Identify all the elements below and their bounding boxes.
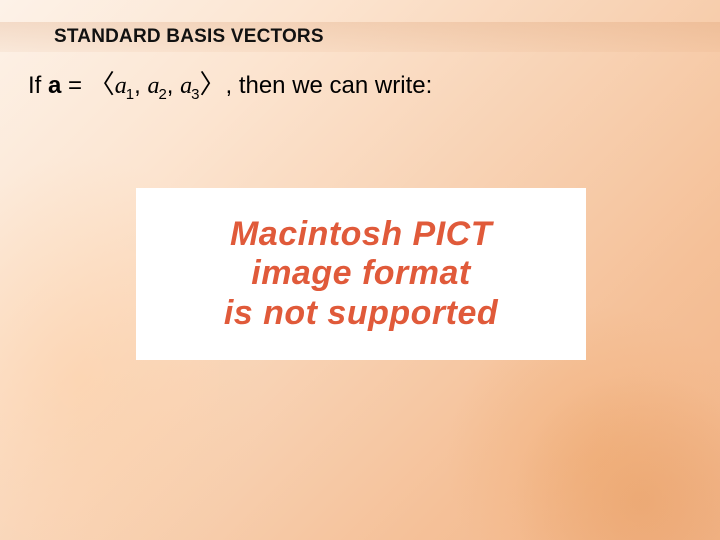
component-1-sub: 1 [126,86,134,103]
comp-separator-1: , [134,72,147,99]
angle-bracket-close: 〉 [199,70,225,99]
body-text: If a = 〈a1, a2, a3〉, then we can write: [28,64,432,103]
vector-symbol: a [48,72,61,99]
error-line-3: is not supported [224,294,498,333]
comp-separator-2: , [167,72,180,99]
component-1-var: a [115,73,127,99]
error-line-2: image format [251,254,471,293]
slide-title: STANDARD BASIS VECTORS [54,26,324,48]
component-2-sub: 2 [158,86,166,103]
equals-sign: = [61,72,88,99]
body-suffix: , then we can write: [225,72,432,99]
title-bar: STANDARD BASIS VECTORS [0,22,720,52]
angle-bracket-open: 〈 [89,70,115,99]
error-line-1: Macintosh PICT [230,215,492,254]
pict-error-box: Macintosh PICT image format is not suppo… [136,188,586,360]
body-prefix: If [28,72,48,99]
